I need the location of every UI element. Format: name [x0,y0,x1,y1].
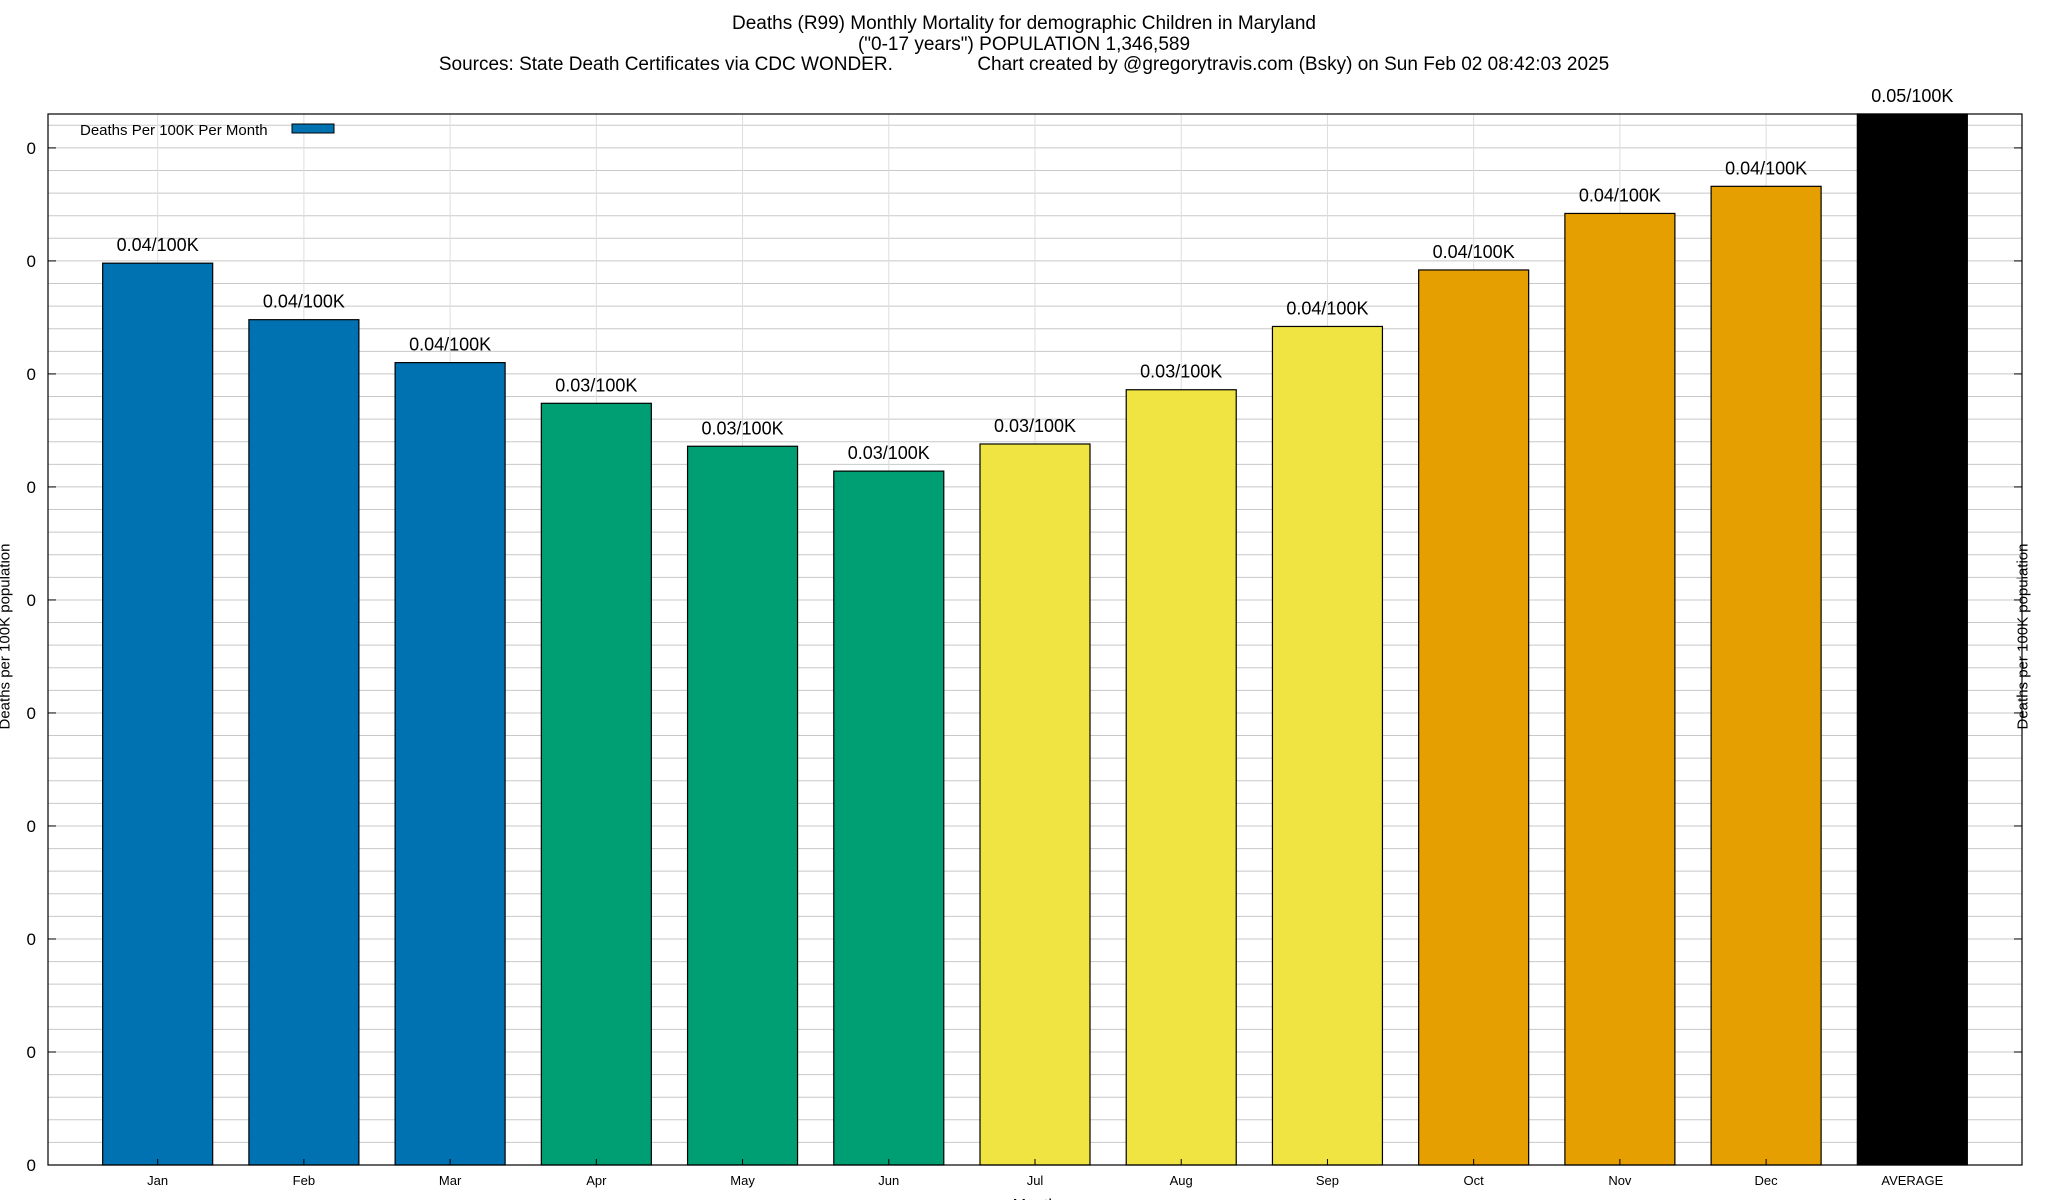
x-tick-label: Jan [147,1173,168,1188]
y-tick-label: 0 [27,1156,36,1175]
value-label: 0.05/100K [1871,86,1953,106]
x-tick-label: Sep [1316,1173,1339,1188]
y-tick-label: 0 [27,817,36,836]
x-tick-label: Apr [586,1173,607,1188]
plot-frame [47,113,2023,1166]
x-tick-label: AVERAGE [1881,1173,1943,1188]
bar-sep [1271,325,1384,1166]
bar-jul [979,443,1091,1166]
y-tick-label: 0 [27,704,36,723]
bar-mar [394,362,506,1166]
bar-apr [540,402,652,1166]
value-label: 0.03/100K [555,375,637,395]
title-line-3: Sources: State Death Certificates via CD… [438,54,1610,75]
bar-aug [1125,389,1237,1166]
x-tick-label: Oct [1464,1173,1485,1188]
x-tick-label: Nov [1608,1173,1632,1188]
bar-jan [102,262,214,1166]
y-tick-label: 0 [27,930,36,949]
x-tick-label: Mar [439,1173,462,1188]
y-tick-label: 0 [27,478,36,497]
value-label: 0.04/100K [263,292,345,312]
bar-jun [833,470,945,1166]
title-line-1: Deaths (R99) Monthly Mortality for demog… [732,13,1316,34]
x-tick-label: May [730,1173,755,1188]
value-label: 0.03/100K [1140,362,1222,382]
y-tick-label: 0 [27,139,36,158]
value-label: 0.03/100K [848,443,930,463]
x-tick-label: Jul [1027,1173,1044,1188]
legend-swatch [291,123,335,134]
y-tick-label: 0 [27,1043,36,1062]
value-label: 0.03/100K [702,418,784,438]
y-tick-label: 0 [27,365,36,384]
x-tick-label: Aug [1170,1173,1193,1188]
legend-label: Deaths Per 100K Per Month [80,122,268,139]
bar-nov [1564,212,1676,1166]
value-label: 0.04/100K [117,235,199,255]
value-label: 0.03/100K [994,416,1076,436]
bar-feb [248,319,360,1166]
y-tick-label: 0 [27,591,36,610]
x-axis-label: Month [1013,1197,1057,1200]
value-label: 0.04/100K [1286,298,1368,318]
title-line-2: ("0-17 years") POPULATION 1,346,589 [857,34,1191,55]
x-tick-label: Dec [1755,1173,1779,1188]
bar-oct [1418,269,1530,1166]
x-tick-label: Feb [293,1173,315,1188]
y-tick-label: 0 [27,252,36,271]
x-tick-label: Jun [878,1173,899,1188]
bar-dec [1710,185,1822,1166]
value-label: 0.04/100K [1725,158,1807,178]
bar-average [1856,113,1968,1166]
value-label: 0.04/100K [1433,242,1515,262]
bar-may [686,445,799,1166]
value-label: 0.04/100K [409,335,491,355]
value-label: 0.04/100K [1579,185,1661,205]
